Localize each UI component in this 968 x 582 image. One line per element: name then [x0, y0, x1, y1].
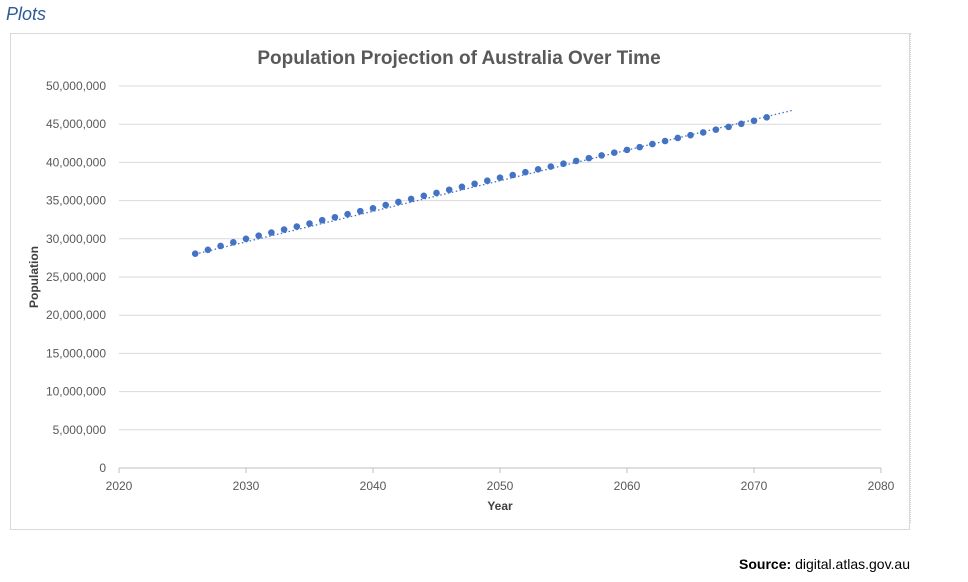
- x-tick-label: 2060: [614, 479, 641, 493]
- y-tick-label: 10,000,000: [46, 385, 106, 399]
- data-point: [534, 166, 542, 173]
- data-point: [217, 242, 224, 250]
- data-point: [191, 250, 199, 257]
- y-tick-label: 20,000,000: [46, 308, 106, 322]
- page-heading: Plots: [6, 4, 47, 24]
- data-point: [572, 157, 580, 165]
- data-point: [674, 134, 682, 142]
- x-axis-label: Year: [487, 499, 513, 513]
- data-point: [750, 117, 758, 125]
- y-tick-label: 35,000,000: [46, 194, 106, 208]
- y-axis-ticks: 0 5,000,000 10,000,000 15,000,000 20,000,000…: [46, 79, 106, 475]
- x-tick-label: 2070: [741, 479, 768, 493]
- data-point: [369, 204, 377, 212]
- x-tick-label: 2030: [233, 479, 260, 493]
- data-point: [280, 226, 288, 233]
- chart-title: Population Projection of Australia Over …: [257, 48, 660, 69]
- data-point: [255, 232, 262, 239]
- data-point: [306, 220, 313, 227]
- y-tick-label: 50,000,000: [46, 79, 106, 93]
- chart-frame: [10, 33, 910, 530]
- data-point: [661, 137, 669, 145]
- data-point: [420, 192, 428, 200]
- data-point: [725, 123, 732, 131]
- gridlines: [119, 85, 881, 469]
- data-point: [611, 149, 618, 156]
- data-point: [230, 239, 237, 246]
- y-tick-label: 15,000,000: [46, 346, 106, 360]
- data-point: [699, 129, 707, 136]
- y-axis-label: Population: [27, 246, 41, 308]
- y-tick-label: 30,000,000: [46, 232, 106, 246]
- data-point: [598, 152, 605, 159]
- data-point: [445, 186, 453, 194]
- data-point: [395, 198, 402, 206]
- y-tick-label: 40,000,000: [46, 155, 106, 169]
- data-point: [496, 174, 504, 181]
- y-tick-label: 5,000,000: [53, 423, 107, 437]
- x-tick-label: 2040: [360, 479, 387, 493]
- data-point: [484, 177, 491, 185]
- y-tick-label: 25,000,000: [46, 270, 106, 284]
- y-tick-label: 0: [99, 461, 106, 475]
- data-points: [191, 114, 770, 257]
- data-point: [712, 126, 720, 133]
- data-point: [458, 183, 466, 191]
- data-point: [509, 171, 516, 179]
- data-point: [522, 168, 529, 176]
- data-point: [331, 213, 339, 221]
- source-separator: :: [786, 556, 792, 572]
- data-point: [636, 143, 643, 151]
- x-tick-label: 2020: [106, 479, 133, 493]
- data-point: [560, 160, 567, 167]
- data-point: [649, 140, 656, 148]
- data-point: [344, 210, 351, 218]
- data-point: [242, 235, 250, 243]
- data-point: [433, 189, 440, 197]
- source-label: Source: [739, 556, 787, 572]
- frame-edge: [910, 33, 912, 523]
- x-tick-label: 2080: [868, 479, 895, 493]
- data-point: [407, 195, 415, 203]
- data-point: [382, 201, 390, 209]
- data-point: [585, 154, 593, 162]
- data-point: [547, 163, 555, 170]
- data-point: [738, 120, 745, 128]
- x-tick-label: 2050: [487, 479, 514, 493]
- y-tick-label: 45,000,000: [46, 117, 106, 131]
- data-point: [268, 229, 275, 236]
- data-point: [357, 207, 364, 215]
- data-point: [471, 180, 478, 188]
- source-text: digital.atlas.gov.au: [795, 556, 910, 572]
- data-point: [687, 131, 694, 139]
- data-point: [318, 216, 326, 224]
- data-point: [623, 146, 631, 154]
- data-point: [763, 114, 770, 121]
- x-axis-ticks: 2020 2030 2040 2050 2060 2070 2080: [106, 468, 895, 493]
- source-note: Source: digital.atlas.gov.au: [739, 556, 910, 572]
- data-point: [204, 246, 212, 254]
- data-point: [293, 223, 301, 230]
